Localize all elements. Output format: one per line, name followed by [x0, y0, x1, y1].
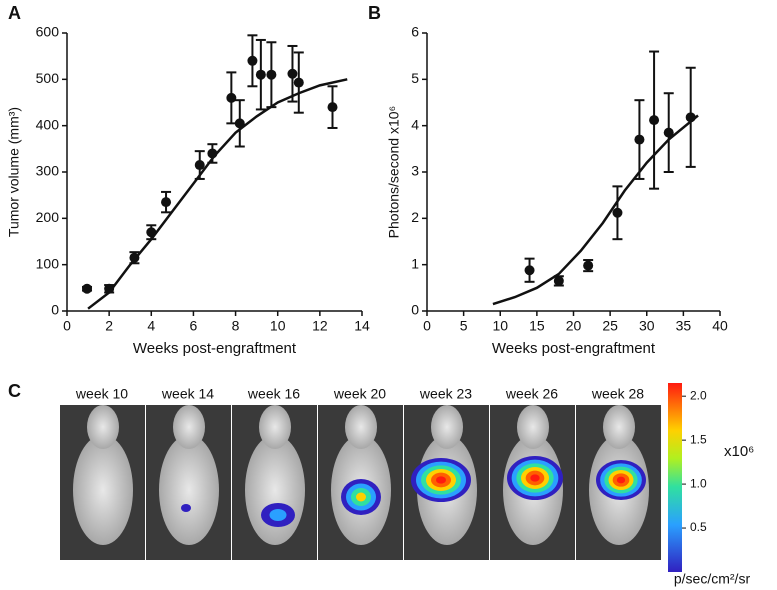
colorbar-label: p/sec/cm²/sr: [674, 571, 751, 587]
data-point: [634, 134, 645, 145]
y-tick-label: 4: [411, 116, 419, 132]
week-label: week 23: [419, 386, 472, 402]
colorbar-tick-label: 1.5: [690, 432, 707, 446]
panel-letter: A: [8, 3, 21, 23]
week-label: week 28: [591, 386, 644, 402]
data-point: [649, 115, 660, 126]
y-tick-label: 300: [36, 163, 60, 179]
y-axis-label: Tumor volume (mm³): [6, 107, 22, 237]
y-axis-label: Photons/second x10⁶: [386, 106, 402, 239]
signal-spot: [269, 509, 287, 521]
mouse-head: [345, 405, 377, 449]
panel-letter: C: [8, 381, 21, 401]
x-tick-label: 10: [270, 318, 286, 334]
x-tick-label: 35: [676, 318, 692, 334]
data-point: [234, 118, 245, 129]
data-point: [287, 68, 298, 79]
fit-curve: [87, 78, 348, 310]
x-tick-label: 25: [602, 318, 618, 334]
signal-spot: [436, 476, 446, 484]
y-tick-label: 100: [36, 255, 60, 271]
y-tick-label: 6: [411, 24, 419, 40]
y-tick-label: 600: [36, 24, 60, 40]
data-point: [612, 207, 623, 218]
data-point: [663, 127, 674, 138]
y-tick-label: 5: [411, 70, 419, 86]
colorbar: [668, 383, 682, 572]
week-label: week 14: [161, 386, 214, 402]
mouse-head: [259, 405, 291, 449]
signal-spot: [356, 492, 366, 502]
data-point: [327, 102, 338, 113]
y-tick-label: 0: [51, 302, 59, 318]
week-label: week 26: [505, 386, 558, 402]
mouse-head: [517, 405, 549, 449]
week-label: week 16: [247, 386, 300, 402]
x-axis-label: Weeks post-engraftment: [492, 340, 656, 357]
y-tick-label: 3: [411, 163, 419, 179]
x-tick-label: 2: [105, 318, 113, 334]
data-point: [266, 69, 277, 80]
x-tick-label: 5: [460, 318, 468, 334]
x-tick-label: 4: [147, 318, 155, 334]
week-label: week 20: [333, 386, 386, 402]
x-tick-label: 0: [63, 318, 71, 334]
colorbar-tick-label: 2.0: [690, 388, 707, 402]
y-tick-label: 400: [36, 116, 60, 132]
mouse-body: [73, 435, 133, 545]
panel-letter: B: [368, 3, 381, 23]
y-tick-label: 0: [411, 302, 419, 318]
mouse-head: [87, 405, 119, 449]
mouse-head: [431, 405, 463, 449]
y-tick-label: 2: [411, 209, 419, 225]
colorbar-tick-label: 0.5: [690, 520, 707, 534]
x-tick-label: 14: [354, 318, 370, 334]
x-tick-label: 20: [566, 318, 582, 334]
x-tick-label: 6: [190, 318, 198, 334]
y-tick-label: 1: [411, 255, 419, 271]
data-point: [553, 275, 564, 286]
colorbar-multiplier: x10⁶: [724, 443, 754, 460]
fit-curve: [492, 114, 699, 306]
mouse-body: [245, 435, 305, 545]
data-point: [524, 265, 535, 276]
mouse-head: [603, 405, 635, 449]
x-axis-label: Weeks post-engraftment: [133, 340, 297, 357]
y-tick-label: 500: [36, 70, 60, 86]
signal-spot: [530, 474, 540, 482]
x-tick-label: 12: [312, 318, 328, 334]
mouse-head: [173, 405, 205, 449]
mouse-body: [159, 435, 219, 545]
signal-spot: [181, 504, 191, 512]
data-point: [293, 77, 304, 88]
x-tick-label: 30: [639, 318, 655, 334]
week-label: week 10: [75, 386, 128, 402]
x-tick-label: 0: [423, 318, 431, 334]
signal-spot: [616, 476, 626, 484]
data-point: [226, 92, 237, 103]
x-tick-label: 40: [712, 318, 728, 334]
colorbar-tick-label: 1.0: [690, 476, 707, 490]
data-point: [247, 55, 258, 66]
x-tick-label: 15: [529, 318, 545, 334]
x-tick-label: 10: [492, 318, 508, 334]
data-point: [161, 197, 172, 208]
data-point: [194, 160, 205, 171]
data-point: [583, 260, 594, 271]
data-point: [82, 283, 93, 294]
y-tick-label: 200: [36, 209, 60, 225]
x-tick-label: 8: [232, 318, 240, 334]
data-point: [255, 69, 266, 80]
data-point: [104, 283, 115, 294]
